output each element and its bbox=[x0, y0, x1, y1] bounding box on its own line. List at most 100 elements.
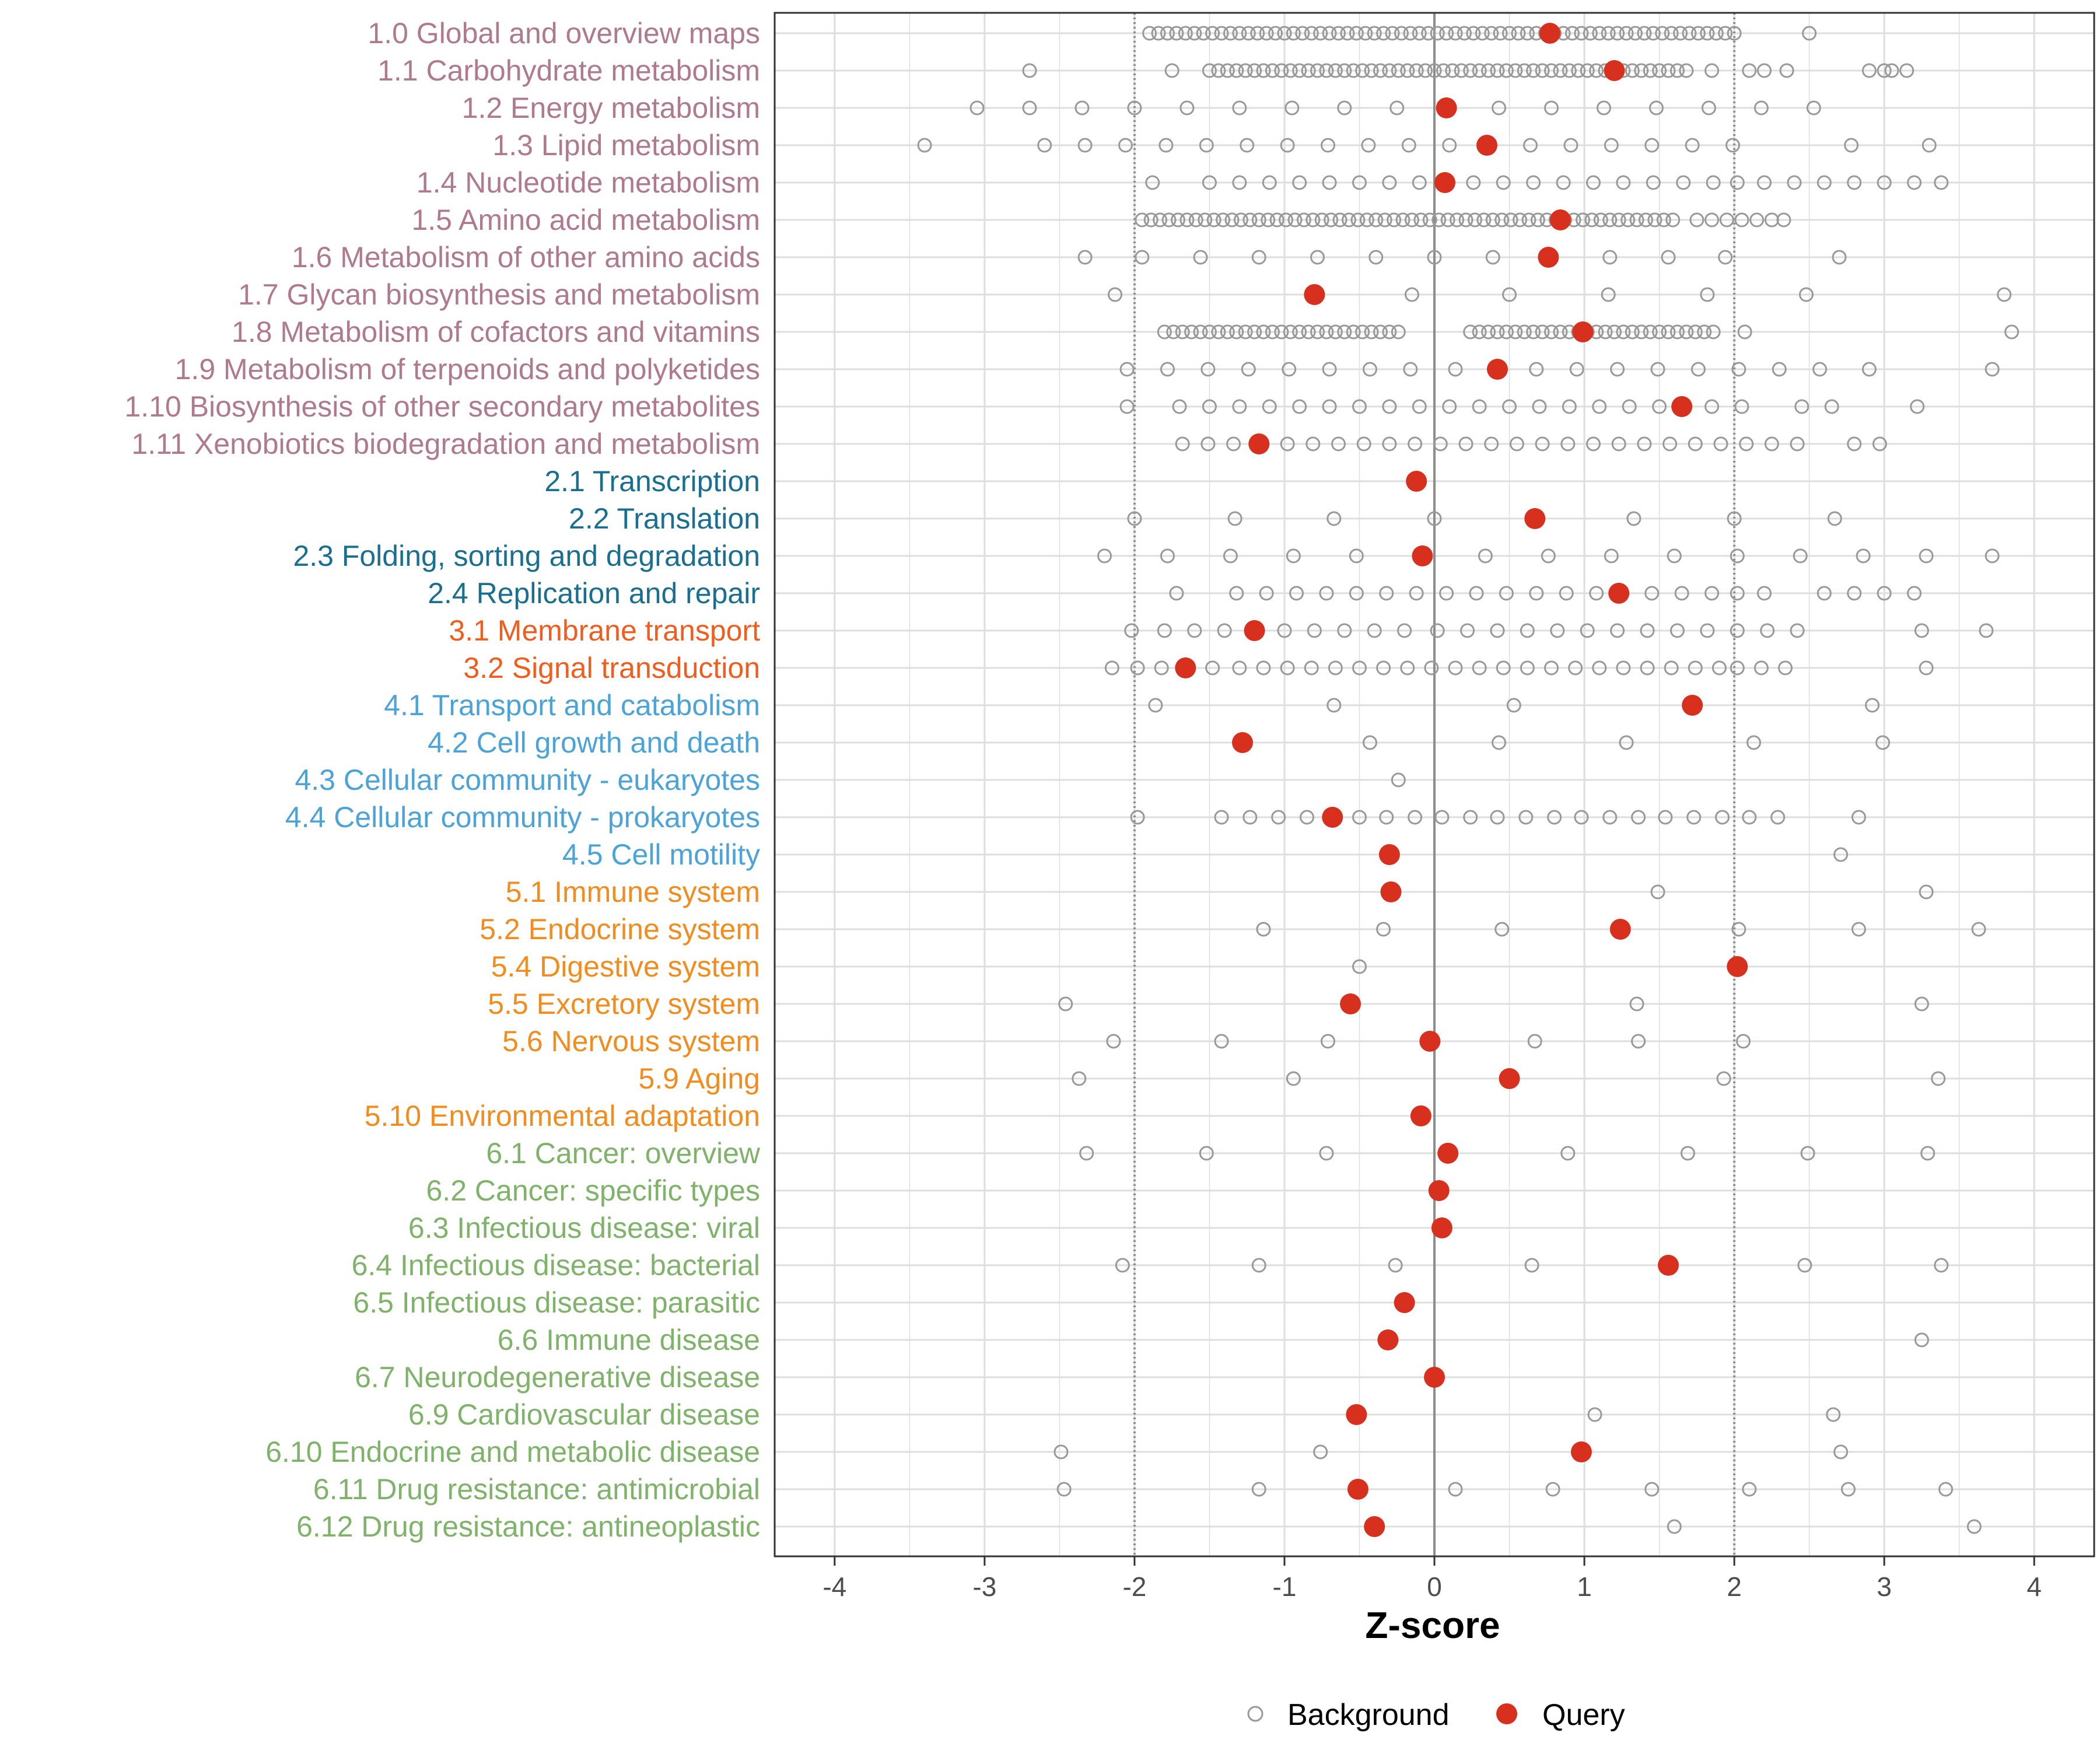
background-point bbox=[1430, 623, 1445, 638]
background-point bbox=[1319, 63, 1334, 78]
background-point bbox=[1742, 1482, 1757, 1497]
background-point bbox=[1223, 548, 1238, 564]
query-point bbox=[1486, 359, 1508, 380]
query-point bbox=[1549, 209, 1571, 230]
background-point bbox=[1979, 623, 1994, 638]
background-point bbox=[1403, 26, 1418, 41]
background-point bbox=[1602, 810, 1618, 825]
x-tick-label: 4 bbox=[2027, 1572, 2042, 1602]
background-point bbox=[1074, 100, 1090, 116]
background-point bbox=[1524, 1258, 1539, 1273]
background-point bbox=[1251, 1482, 1266, 1497]
background-point bbox=[1689, 212, 1704, 228]
background-point bbox=[1364, 324, 1379, 340]
background-point bbox=[1496, 175, 1511, 190]
background-point bbox=[1701, 100, 1716, 116]
background-point bbox=[1193, 250, 1208, 265]
background-point bbox=[1442, 399, 1457, 414]
x-axis-ticks: -4 -3 -2 -1 0 1 2 3 4 bbox=[822, 1556, 2042, 1602]
background-point bbox=[2004, 324, 2020, 340]
background-point bbox=[1292, 63, 1307, 78]
background-point bbox=[1307, 623, 1322, 638]
background-point bbox=[1563, 138, 1578, 153]
background-point bbox=[1229, 324, 1244, 340]
background-point bbox=[1418, 63, 1433, 78]
background-point bbox=[1598, 324, 1613, 340]
category-label: 1.10 Biosynthesis of other secondary met… bbox=[124, 390, 760, 423]
background-point bbox=[1358, 26, 1373, 41]
background-point bbox=[1920, 1146, 1936, 1161]
background-point bbox=[1670, 324, 1685, 340]
background-point bbox=[1310, 324, 1325, 340]
background-point bbox=[1772, 362, 1787, 377]
background-point bbox=[1526, 175, 1541, 190]
background-point bbox=[1368, 250, 1384, 265]
background-point bbox=[1199, 138, 1214, 153]
background-point bbox=[1587, 1407, 1602, 1422]
background-point bbox=[1188, 212, 1203, 228]
background-point bbox=[1341, 212, 1356, 228]
background-point bbox=[1704, 63, 1720, 78]
background-point bbox=[1670, 623, 1685, 638]
background-point bbox=[1184, 324, 1199, 340]
background-point bbox=[970, 100, 985, 116]
background-point bbox=[1742, 63, 1757, 78]
background-point bbox=[1679, 324, 1694, 340]
background-point bbox=[1616, 175, 1631, 190]
background-point bbox=[1445, 63, 1460, 78]
background-point bbox=[1259, 586, 1274, 601]
query-point bbox=[1346, 1404, 1367, 1425]
background-point bbox=[1454, 63, 1469, 78]
category-label: 6.4 Infectious disease: bacterial bbox=[352, 1249, 760, 1282]
background-point bbox=[1709, 26, 1724, 41]
background-point bbox=[1349, 26, 1364, 41]
background-point bbox=[1340, 26, 1355, 41]
background-point bbox=[1764, 436, 1779, 452]
background-point bbox=[1730, 623, 1745, 638]
background-point bbox=[1593, 212, 1608, 228]
background-point bbox=[1544, 63, 1559, 78]
background-point bbox=[1787, 175, 1802, 190]
background-point bbox=[1508, 63, 1523, 78]
background-point bbox=[1484, 26, 1499, 41]
background-point bbox=[1202, 63, 1217, 78]
background-point bbox=[1229, 63, 1244, 78]
background-point bbox=[1467, 212, 1482, 228]
query-point bbox=[1431, 1217, 1452, 1238]
background-point bbox=[1436, 63, 1451, 78]
background-point bbox=[1634, 324, 1649, 340]
background-point bbox=[1739, 436, 1754, 452]
background-point bbox=[1422, 212, 1437, 228]
x-tick-label: 0 bbox=[1427, 1572, 1442, 1602]
query-point bbox=[1412, 545, 1433, 566]
background-point bbox=[1356, 436, 1371, 452]
background-point bbox=[1412, 399, 1427, 414]
background-point bbox=[1472, 324, 1487, 340]
category-label: 5.1 Immune system bbox=[506, 876, 760, 908]
background-point bbox=[1130, 810, 1145, 825]
background-point bbox=[1157, 324, 1172, 340]
background-point bbox=[1320, 138, 1335, 153]
background-point bbox=[1847, 586, 1862, 601]
background-point bbox=[1115, 1258, 1130, 1273]
background-point bbox=[1118, 138, 1133, 153]
background-point bbox=[1643, 324, 1658, 340]
background-point bbox=[1726, 138, 1741, 153]
background-point bbox=[1097, 548, 1112, 564]
query-point bbox=[1248, 433, 1270, 454]
background-point bbox=[1643, 63, 1658, 78]
background-point bbox=[1676, 175, 1691, 190]
background-point bbox=[1931, 1071, 1946, 1086]
background-point bbox=[1568, 660, 1583, 676]
background-point bbox=[1634, 63, 1649, 78]
background-point bbox=[1450, 212, 1465, 228]
background-point bbox=[1242, 810, 1258, 825]
category-label: 1.4 Nucleotide metabolism bbox=[416, 166, 760, 199]
background-point bbox=[1433, 436, 1448, 452]
category-label: 6.7 Neurodegenerative disease bbox=[355, 1361, 760, 1394]
query-point bbox=[1657, 1255, 1679, 1276]
background-point bbox=[1610, 623, 1625, 638]
category-label: 2.2 Translation bbox=[569, 502, 760, 535]
background-point bbox=[1596, 100, 1611, 116]
background-point bbox=[1661, 250, 1676, 265]
